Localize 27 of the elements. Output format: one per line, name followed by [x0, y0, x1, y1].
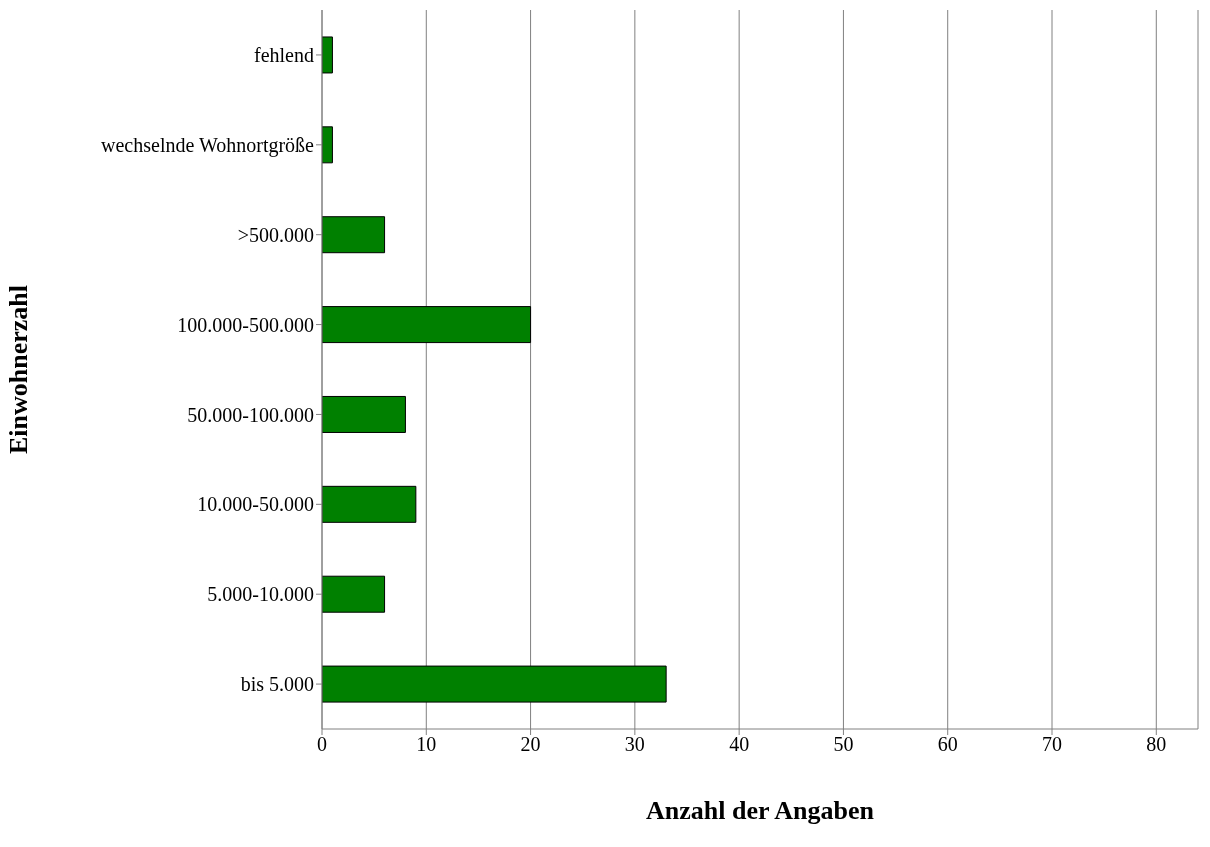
bar — [322, 575, 386, 613]
y-tick-label: 100.000-500.000 — [177, 313, 314, 336]
x-tick-label: 60 — [937, 733, 958, 756]
y-tick-label: bis 5.000 — [240, 673, 314, 696]
x-tick-label: 70 — [1042, 733, 1062, 756]
y-tick-label: fehlend — [254, 44, 314, 67]
bar — [322, 485, 417, 523]
x-tick-label: 20 — [520, 733, 541, 756]
y-tick-label: wechselnde Wohnortgröße — [101, 133, 315, 157]
bar — [322, 126, 333, 164]
bar — [322, 36, 333, 74]
x-tick-label: 30 — [624, 733, 645, 756]
bar — [322, 306, 532, 344]
y-tick-label: 10.000-50.000 — [197, 493, 314, 516]
bar — [322, 216, 386, 254]
x-tick-label: 80 — [1146, 733, 1167, 756]
y-axis-title: Einwohnerzahl — [4, 284, 34, 455]
x-axis-title: Anzahl der Angaben — [646, 796, 875, 825]
y-tick-label: >500.000 — [237, 223, 314, 246]
x-tick-label: 40 — [729, 733, 750, 756]
y-tick-label: 50.000-100.000 — [187, 403, 314, 426]
bar — [322, 395, 406, 433]
x-tick-label: 0 — [317, 733, 327, 756]
y-tick-label: 5.000-10.000 — [207, 583, 314, 606]
bar — [322, 665, 667, 703]
x-tick-label: 50 — [833, 733, 854, 756]
x-tick-label: 10 — [416, 733, 437, 756]
